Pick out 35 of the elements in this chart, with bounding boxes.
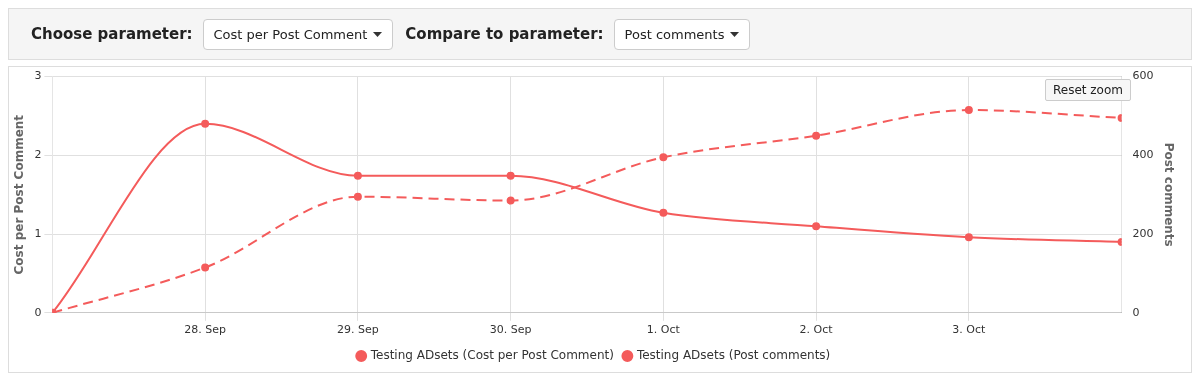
point — [506, 171, 515, 180]
y2-axis-title: Post comments — [624, 26, 725, 42]
x-tick-label: 30. Sep — [489, 323, 532, 337]
text: Choose parameter: — [31, 25, 193, 43]
legend-label: Testing ADsets (Cost per Post Comment) — [369, 348, 614, 363]
y-axis-title: Cost per Post Comment — [12, 114, 27, 275]
y-tick-label: 0 — [34, 305, 42, 319]
point — [812, 131, 821, 140]
y2-tick-label: 600 — [1132, 69, 1154, 83]
point — [353, 192, 362, 201]
annotation: Reset zoom — [1044, 79, 1131, 101]
point — [964, 233, 973, 242]
text: Compare to parameter: — [405, 25, 604, 43]
y-tick-label: 2 — [34, 148, 42, 162]
text: Cost per Post Comment — [213, 26, 368, 42]
y-tick-label: 1 — [34, 226, 42, 240]
text: Post comments — [1161, 142, 1176, 247]
x-tick-label: 28. Sep — [184, 323, 227, 337]
point — [201, 119, 210, 128]
legend-label: Testing ADsets (Post comments) — [635, 348, 831, 363]
x-tick-label: 2. Oct — [799, 323, 834, 337]
y2-tick-label: 200 — [1132, 226, 1154, 240]
y2-tick-label: 0 — [1132, 305, 1140, 319]
point — [353, 171, 362, 180]
point — [659, 208, 668, 217]
point — [964, 106, 973, 115]
x-tick-label: 3. Oct — [952, 323, 987, 337]
point — [659, 153, 668, 162]
point — [506, 196, 515, 205]
x-tick-label: 1. Oct — [646, 323, 681, 337]
y-tick-label: 3 — [34, 69, 42, 83]
point — [201, 263, 210, 272]
point — [812, 222, 821, 231]
y2-tick-label: 400 — [1132, 148, 1154, 162]
x-tick-label: 29. Sep — [337, 323, 379, 337]
